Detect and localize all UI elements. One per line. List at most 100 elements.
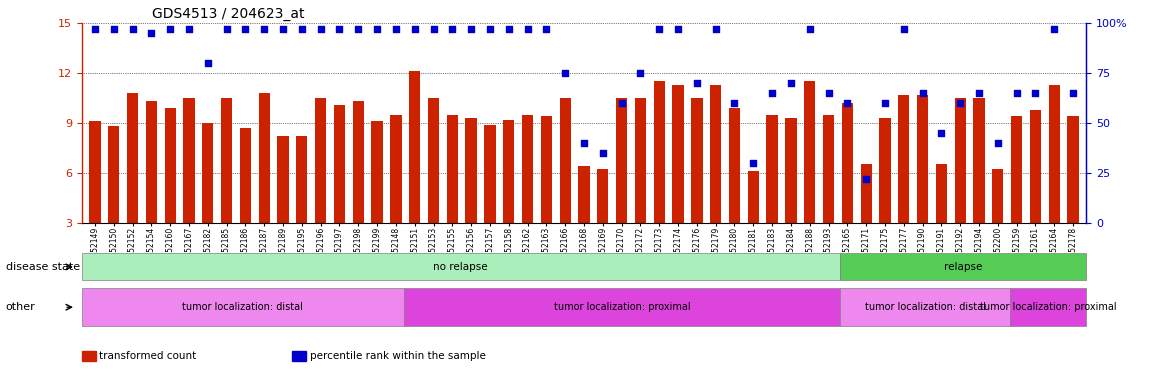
- Bar: [578, 166, 590, 273]
- Bar: [89, 121, 100, 273]
- Point: [725, 100, 744, 106]
- Point: [688, 80, 707, 86]
- Bar: [597, 169, 609, 273]
- Bar: [466, 118, 477, 273]
- Bar: [823, 114, 834, 273]
- Bar: [315, 98, 326, 273]
- Point: [123, 26, 141, 32]
- Bar: [334, 104, 345, 273]
- Bar: [936, 164, 947, 273]
- Point: [142, 30, 161, 36]
- Bar: [427, 98, 439, 273]
- Bar: [616, 98, 627, 273]
- Bar: [880, 118, 891, 273]
- Bar: [917, 94, 929, 273]
- Text: tumor localization: distal: tumor localization: distal: [182, 302, 304, 312]
- Bar: [165, 108, 176, 273]
- Bar: [654, 81, 665, 273]
- Point: [85, 26, 104, 32]
- Point: [1045, 26, 1064, 32]
- Point: [951, 100, 969, 106]
- Text: tumor localization: distal: tumor localization: distal: [864, 302, 986, 312]
- Bar: [673, 84, 683, 273]
- Text: other: other: [6, 302, 35, 312]
- Point: [480, 26, 499, 32]
- Bar: [239, 128, 251, 273]
- Point: [819, 90, 837, 96]
- Bar: [353, 101, 364, 273]
- Point: [932, 130, 951, 136]
- Point: [837, 100, 856, 106]
- Bar: [109, 126, 119, 273]
- Point: [368, 26, 387, 32]
- Point: [575, 140, 593, 146]
- Point: [1064, 90, 1083, 96]
- Bar: [1049, 84, 1059, 273]
- Point: [292, 26, 311, 32]
- Point: [331, 26, 349, 32]
- Point: [763, 90, 781, 96]
- Point: [781, 80, 800, 86]
- Point: [556, 70, 575, 76]
- Point: [161, 26, 180, 32]
- Bar: [371, 121, 383, 273]
- Point: [312, 26, 331, 32]
- Point: [104, 26, 123, 32]
- Bar: [297, 136, 307, 273]
- Point: [669, 26, 688, 32]
- Point: [217, 26, 236, 32]
- Point: [969, 90, 988, 96]
- Point: [988, 140, 1007, 146]
- Bar: [766, 114, 778, 273]
- Bar: [1011, 116, 1022, 273]
- Bar: [446, 114, 458, 273]
- Text: disease state: disease state: [6, 262, 79, 272]
- Bar: [804, 81, 815, 273]
- Bar: [748, 171, 759, 273]
- Bar: [390, 114, 402, 273]
- Bar: [1030, 109, 1041, 273]
- Point: [519, 26, 537, 32]
- Text: transformed count: transformed count: [99, 351, 196, 361]
- Point: [913, 90, 932, 96]
- Bar: [861, 164, 871, 273]
- Point: [500, 26, 519, 32]
- Point: [180, 26, 199, 32]
- Bar: [1068, 116, 1079, 273]
- Bar: [485, 124, 495, 273]
- Point: [424, 26, 443, 32]
- Bar: [691, 98, 702, 273]
- Point: [1007, 90, 1026, 96]
- Point: [895, 26, 913, 32]
- Point: [876, 100, 895, 106]
- Point: [405, 26, 424, 32]
- Text: tumor localization: proximal: tumor localization: proximal: [554, 302, 690, 312]
- Point: [236, 26, 255, 32]
- Point: [612, 100, 631, 106]
- Bar: [503, 119, 514, 273]
- Bar: [954, 98, 966, 273]
- Point: [744, 160, 763, 166]
- Point: [443, 26, 461, 32]
- Bar: [146, 101, 157, 273]
- Point: [857, 176, 876, 182]
- Point: [387, 26, 405, 32]
- Point: [255, 26, 273, 32]
- Text: relapse: relapse: [944, 262, 982, 272]
- Point: [461, 26, 480, 32]
- Bar: [559, 98, 571, 273]
- Point: [349, 26, 368, 32]
- Point: [800, 26, 819, 32]
- Bar: [729, 108, 741, 273]
- Bar: [634, 98, 646, 273]
- Point: [649, 26, 668, 32]
- Bar: [221, 98, 232, 273]
- Bar: [898, 94, 910, 273]
- Text: tumor localization: proximal: tumor localization: proximal: [980, 302, 1117, 312]
- Bar: [541, 116, 552, 273]
- Point: [707, 26, 725, 32]
- Point: [593, 150, 612, 156]
- Point: [631, 70, 649, 76]
- Text: no relapse: no relapse: [433, 262, 488, 272]
- Text: GDS4513 / 204623_at: GDS4513 / 204623_at: [152, 7, 305, 21]
